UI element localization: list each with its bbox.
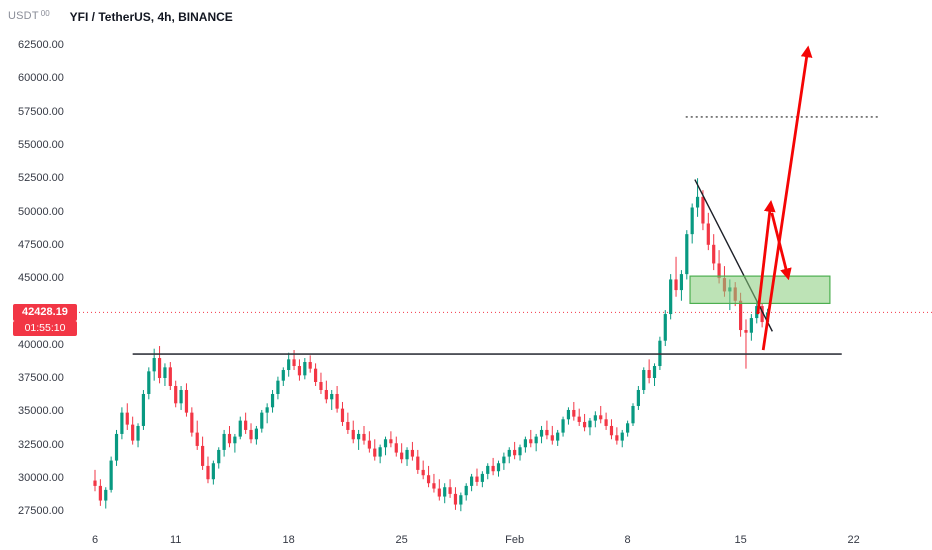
descending-trendline[interactable] — [694, 179, 773, 332]
price-axis-label: 32500.00 — [18, 438, 64, 451]
chart-legend: USDT 00 YFI / TetherUS, 4h, BINANCE — [8, 9, 233, 24]
price-scale-currency-label: USDT — [8, 10, 39, 22]
time-axis-label: 6 — [91, 534, 99, 546]
price-axis[interactable]: 62500.00 60000.00 57500.00 55000.00 52500.00… — [0, 0, 70, 528]
time-axis-label: 15 — [734, 534, 747, 546]
symbol-legend[interactable]: YFI / TetherUS, 4h, BINANCE — [69, 10, 233, 24]
time-axis-label: 18 — [282, 534, 295, 546]
projection-arrow — [756, 200, 776, 315]
price-axis-label: 45000.00 — [18, 272, 64, 285]
bar-countdown-badge: 01:55:10 — [13, 321, 77, 337]
price-axis-label: 35000.00 — [18, 405, 64, 418]
price-scale-currency-decimals: 00 — [40, 9, 50, 18]
time-axis-label: 25 — [395, 534, 408, 546]
price-axis-label: 37500.00 — [18, 372, 64, 384]
price-axis-label: 40000.00 — [18, 338, 64, 351]
time-axis[interactable]: 6 11 18 25 Feb 8 15 22 — [0, 528, 932, 550]
time-axis-label: 11 — [169, 534, 182, 546]
projection-arrow — [761, 45, 813, 351]
price-axis-label: 62500.00 — [18, 39, 64, 51]
price-axis-label: 57500.00 — [18, 105, 64, 118]
price-axis-label: 52500.00 — [18, 172, 64, 185]
time-axis-label: 8 — [624, 534, 631, 546]
projection-arrows[interactable] — [756, 45, 813, 351]
price-axis-label: 60000.00 — [18, 72, 64, 85]
price-axis-label: 27500.00 — [18, 505, 64, 518]
last-price-badge: 42428.19 — [13, 303, 77, 321]
time-axis-label: 22 — [847, 534, 860, 546]
time-axis-label: Feb — [505, 534, 525, 546]
price-axis-label: 30000.00 — [18, 471, 64, 484]
price-axis-label: 47500.00 — [18, 238, 64, 251]
price-axis-label: 50000.00 — [18, 205, 64, 218]
price-axis-label: 55000.00 — [18, 138, 64, 151]
candlestick-series — [93, 178, 770, 512]
